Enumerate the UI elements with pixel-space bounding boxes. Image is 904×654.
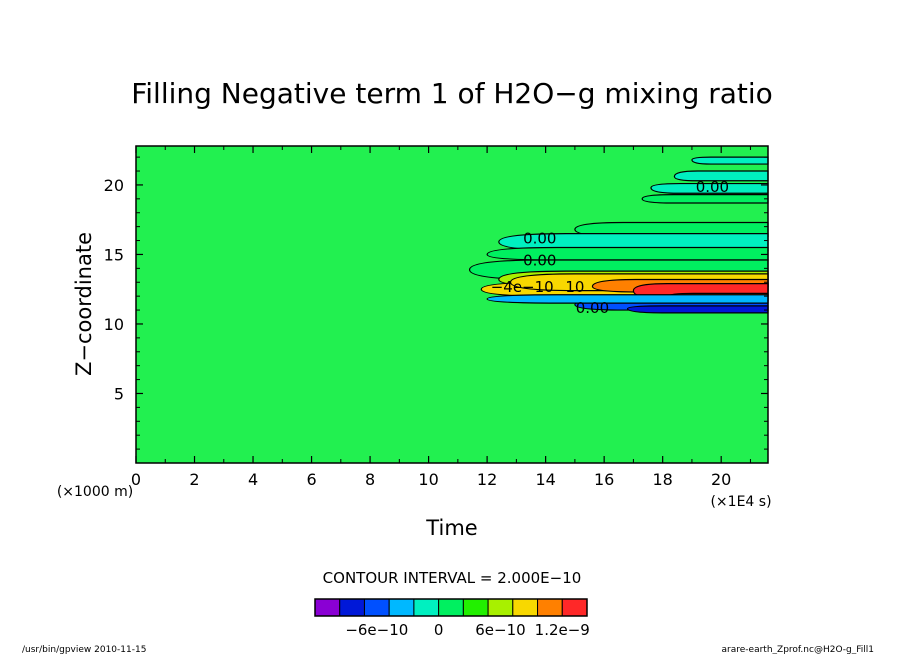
plot-area: 0.00 0.00 0.00 0.00 10 −4e−10 [135,145,769,464]
contour-band [673,170,769,182]
colorbar-frame [314,598,588,617]
x-tick-label: 10 [418,470,438,489]
colorbar-swatch [561,598,588,617]
contour-band [641,194,769,204]
plot-frame [135,145,769,464]
contour-label: 0.00 [523,229,556,247]
y-axis-unit: (×1000 m) [57,484,133,500]
colorbar-swatch [462,598,489,617]
colorbar-swatch [438,598,464,617]
y-tick-label: 10 [104,315,124,334]
colorbar-swatch [339,598,365,617]
colorbar-swatch [363,598,390,617]
contour-label: 10 [565,278,584,296]
x-tick-label: 18 [652,470,672,489]
footer-left: /usr/bin/gpview 2010-11-15 [22,645,146,654]
chart-title: Filling Negative term 1 of H2O−g mixing … [131,77,773,110]
colorbar-swatch [487,598,514,617]
x-tick-label: 4 [248,470,258,489]
x-axis: 0 2 4 6 8 10 12 14 16 18 20 [131,146,751,489]
colorbar-tick-label: 0 [434,621,444,639]
colorbar-swatch [512,598,539,617]
y-tick-label: 15 [104,245,124,264]
x-tick-label: 16 [594,470,614,489]
x-axis-unit: (×1E4 s) [710,494,771,510]
contour-interval-note: CONTOUR INTERVAL = 2.000E−10 [323,569,582,587]
x-axis-label: Time [425,516,477,540]
footer-right: arare-earth_Zprof.nc@H2O-g_Fill1 [722,645,874,654]
colorbar-tick-label: −6e−10 [345,621,408,639]
contour-band [650,182,769,194]
contour-bands [468,156,769,314]
colorbar-labels: −6e−10 0 6e−10 1.2e−9 [345,621,590,639]
contour-band [486,294,769,304]
y-tick-label: 20 [104,176,124,195]
x-tick-label: 0 [131,470,141,489]
x-tick-label: 8 [365,470,375,489]
colorbar-tick-label: 1.2e−9 [535,621,590,639]
colorbar-tick-label: 6e−10 [475,621,525,639]
y-tick-label: 5 [114,384,124,403]
x-tick-label: 2 [189,470,199,489]
contour-label: 0.00 [523,252,556,270]
contour-labels: 0.00 0.00 0.00 0.00 10 −4e−10 [491,178,729,317]
colorbar [314,598,588,617]
y-axis: 5 10 15 20 [104,156,768,450]
x-tick-label: 12 [477,470,497,489]
contour-label: 0.00 [696,178,729,196]
x-tick-label: 6 [306,470,316,489]
contour-band [626,305,769,314]
y-axis-label: Z−coordinate [72,232,96,376]
contour-label: −4e−10 [491,278,554,296]
x-tick-label: 20 [711,470,731,489]
colorbar-swatch [413,598,440,617]
contour-band [691,156,769,165]
colorbar-swatch [314,598,341,617]
x-tick-label: 14 [535,470,555,489]
contour-label: 0.00 [576,299,609,317]
colorbar-swatch [537,598,563,617]
colorbar-swatch [388,598,415,617]
